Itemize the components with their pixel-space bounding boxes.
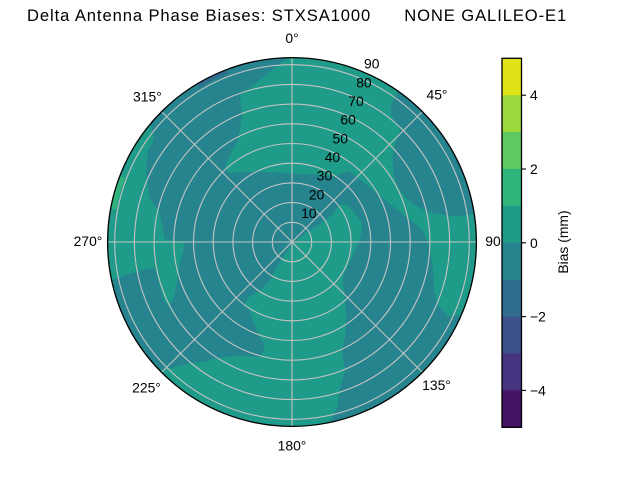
svg-text:45°: 45° — [426, 87, 447, 103]
svg-text:10: 10 — [301, 205, 317, 221]
svg-text:20: 20 — [309, 186, 325, 202]
svg-text:315°: 315° — [133, 89, 162, 105]
svg-text:0: 0 — [530, 235, 538, 251]
svg-text:Delta Antenna Phase Biases: ST: Delta Antenna Phase Biases: STXSA1000 NO… — [27, 6, 567, 25]
svg-text:40: 40 — [325, 149, 341, 165]
svg-text:90: 90 — [364, 56, 380, 72]
svg-text:60: 60 — [340, 112, 356, 128]
svg-text:−4: −4 — [530, 382, 546, 398]
svg-text:225°: 225° — [132, 380, 161, 396]
svg-text:80: 80 — [356, 74, 372, 90]
svg-text:Bias (mm): Bias (mm) — [555, 210, 571, 273]
svg-text:135°: 135° — [422, 377, 451, 393]
svg-text:50: 50 — [333, 130, 349, 146]
svg-text:2: 2 — [530, 161, 538, 177]
svg-text:70: 70 — [348, 93, 364, 109]
svg-text:90: 90 — [485, 233, 501, 249]
svg-text:−2: −2 — [530, 309, 546, 325]
svg-text:180°: 180° — [278, 438, 307, 454]
svg-text:4: 4 — [530, 87, 538, 103]
svg-text:0°: 0° — [285, 30, 298, 46]
svg-text:270°: 270° — [74, 233, 103, 249]
svg-text:30: 30 — [317, 168, 333, 184]
